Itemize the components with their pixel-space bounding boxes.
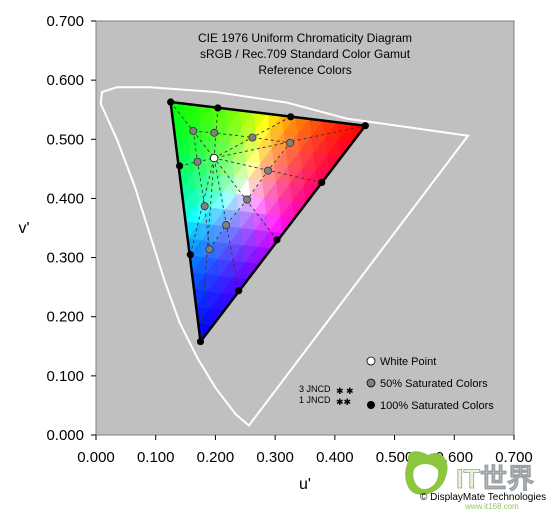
legend-label-100-saturated: 100% Saturated Colors [380, 400, 494, 412]
point-100-saturated [196, 337, 205, 346]
y-tick-label: 0.600 [46, 72, 84, 89]
point-50-saturated [200, 202, 209, 211]
chart-title-line-3: Reference Colors [258, 63, 351, 77]
y-tick-label: 0.300 [46, 250, 84, 267]
point-50-saturated [286, 138, 295, 147]
point-50-saturated [222, 221, 231, 230]
legend-marker-50-saturated [366, 378, 376, 388]
watermark-url: www.it168.com [464, 502, 519, 511]
point-50-saturated [263, 166, 272, 175]
watermark: IT世界 © DisplayMate Technologies www.it16… [405, 451, 546, 511]
point-50-saturated [248, 133, 257, 142]
y-axis-label: v' [18, 220, 29, 237]
legend: White Point 50% Saturated Colors 100% Sa… [366, 356, 494, 412]
x-tick-label: 0.500 [376, 449, 414, 466]
point-100-saturated [176, 162, 184, 170]
x-tick-label: 0.300 [256, 449, 294, 466]
y-tick-label: 0.000 [46, 427, 84, 444]
point-100-saturated [318, 178, 326, 187]
y-axis-ticks: 0.000 0.100 0.200 0.300 0.400 0.500 0.600 0.700 [46, 13, 96, 444]
x-tick-label: 0.700 [495, 449, 533, 466]
legend-label-white-point: White Point [380, 356, 436, 368]
x-tick-label: 0.200 [197, 449, 235, 466]
point-50-saturated [205, 245, 214, 254]
spectral-locus [99, 86, 470, 427]
data-points [167, 98, 369, 346]
point-white [209, 153, 219, 163]
point-100-saturated [167, 98, 175, 106]
point-100-saturated [273, 236, 281, 244]
jncd-3-marks: ✱ ✱ [336, 386, 354, 396]
saturation-line [213, 157, 278, 241]
y-tick-label: 0.400 [46, 190, 84, 207]
leaf-logo-inner-icon [413, 464, 439, 490]
x-tick-label: 0.100 [137, 449, 175, 466]
point-100-saturated [235, 287, 243, 295]
point-100-saturated [214, 104, 222, 112]
jncd-scale: 3 JNCD ✱ ✱ 1 JNCD ✱✱ [299, 384, 354, 407]
point-100-saturated [186, 251, 194, 259]
jncd-1-label: 1 JNCD [299, 395, 331, 405]
jncd-1-marks: ✱✱ [336, 397, 351, 407]
copyright-credit: © DisplayMate Technologies [420, 492, 546, 503]
watermark-logo-text: IT世界 [456, 464, 534, 494]
y-tick-label: 0.200 [46, 309, 84, 326]
point-100-saturated [287, 113, 295, 121]
chart-title-line-1: CIE 1976 Uniform Chromaticity Diagram [198, 31, 412, 45]
x-tick-label: 0.000 [77, 449, 115, 466]
point-50-saturated [189, 127, 198, 136]
saturation-line [214, 125, 366, 159]
legend-marker-100-saturated [367, 401, 375, 409]
plot-area [95, 20, 515, 436]
y-tick-label: 0.100 [46, 368, 84, 385]
gamut-triangle [169, 100, 368, 345]
chart-title-line-2: sRGB / Rec.709 Standard Color Gamut [200, 47, 411, 61]
legend-label-50-saturated: 50% Saturated Colors [380, 378, 488, 390]
point-50-saturated [243, 195, 252, 204]
point-50-saturated [210, 128, 219, 137]
y-tick-label: 0.700 [46, 13, 84, 30]
y-tick-label: 0.500 [46, 131, 84, 148]
x-tick-label: 0.400 [316, 449, 354, 466]
x-axis-ticks: 0.000 0.100 0.200 0.300 0.400 0.500 0.600 0.700 [77, 435, 533, 466]
legend-marker-white-point [366, 356, 376, 366]
jncd-3-label: 3 JNCD [299, 384, 331, 394]
x-axis-label: u' [299, 476, 311, 493]
point-100-saturated [361, 122, 369, 130]
point-50-saturated [193, 157, 202, 166]
